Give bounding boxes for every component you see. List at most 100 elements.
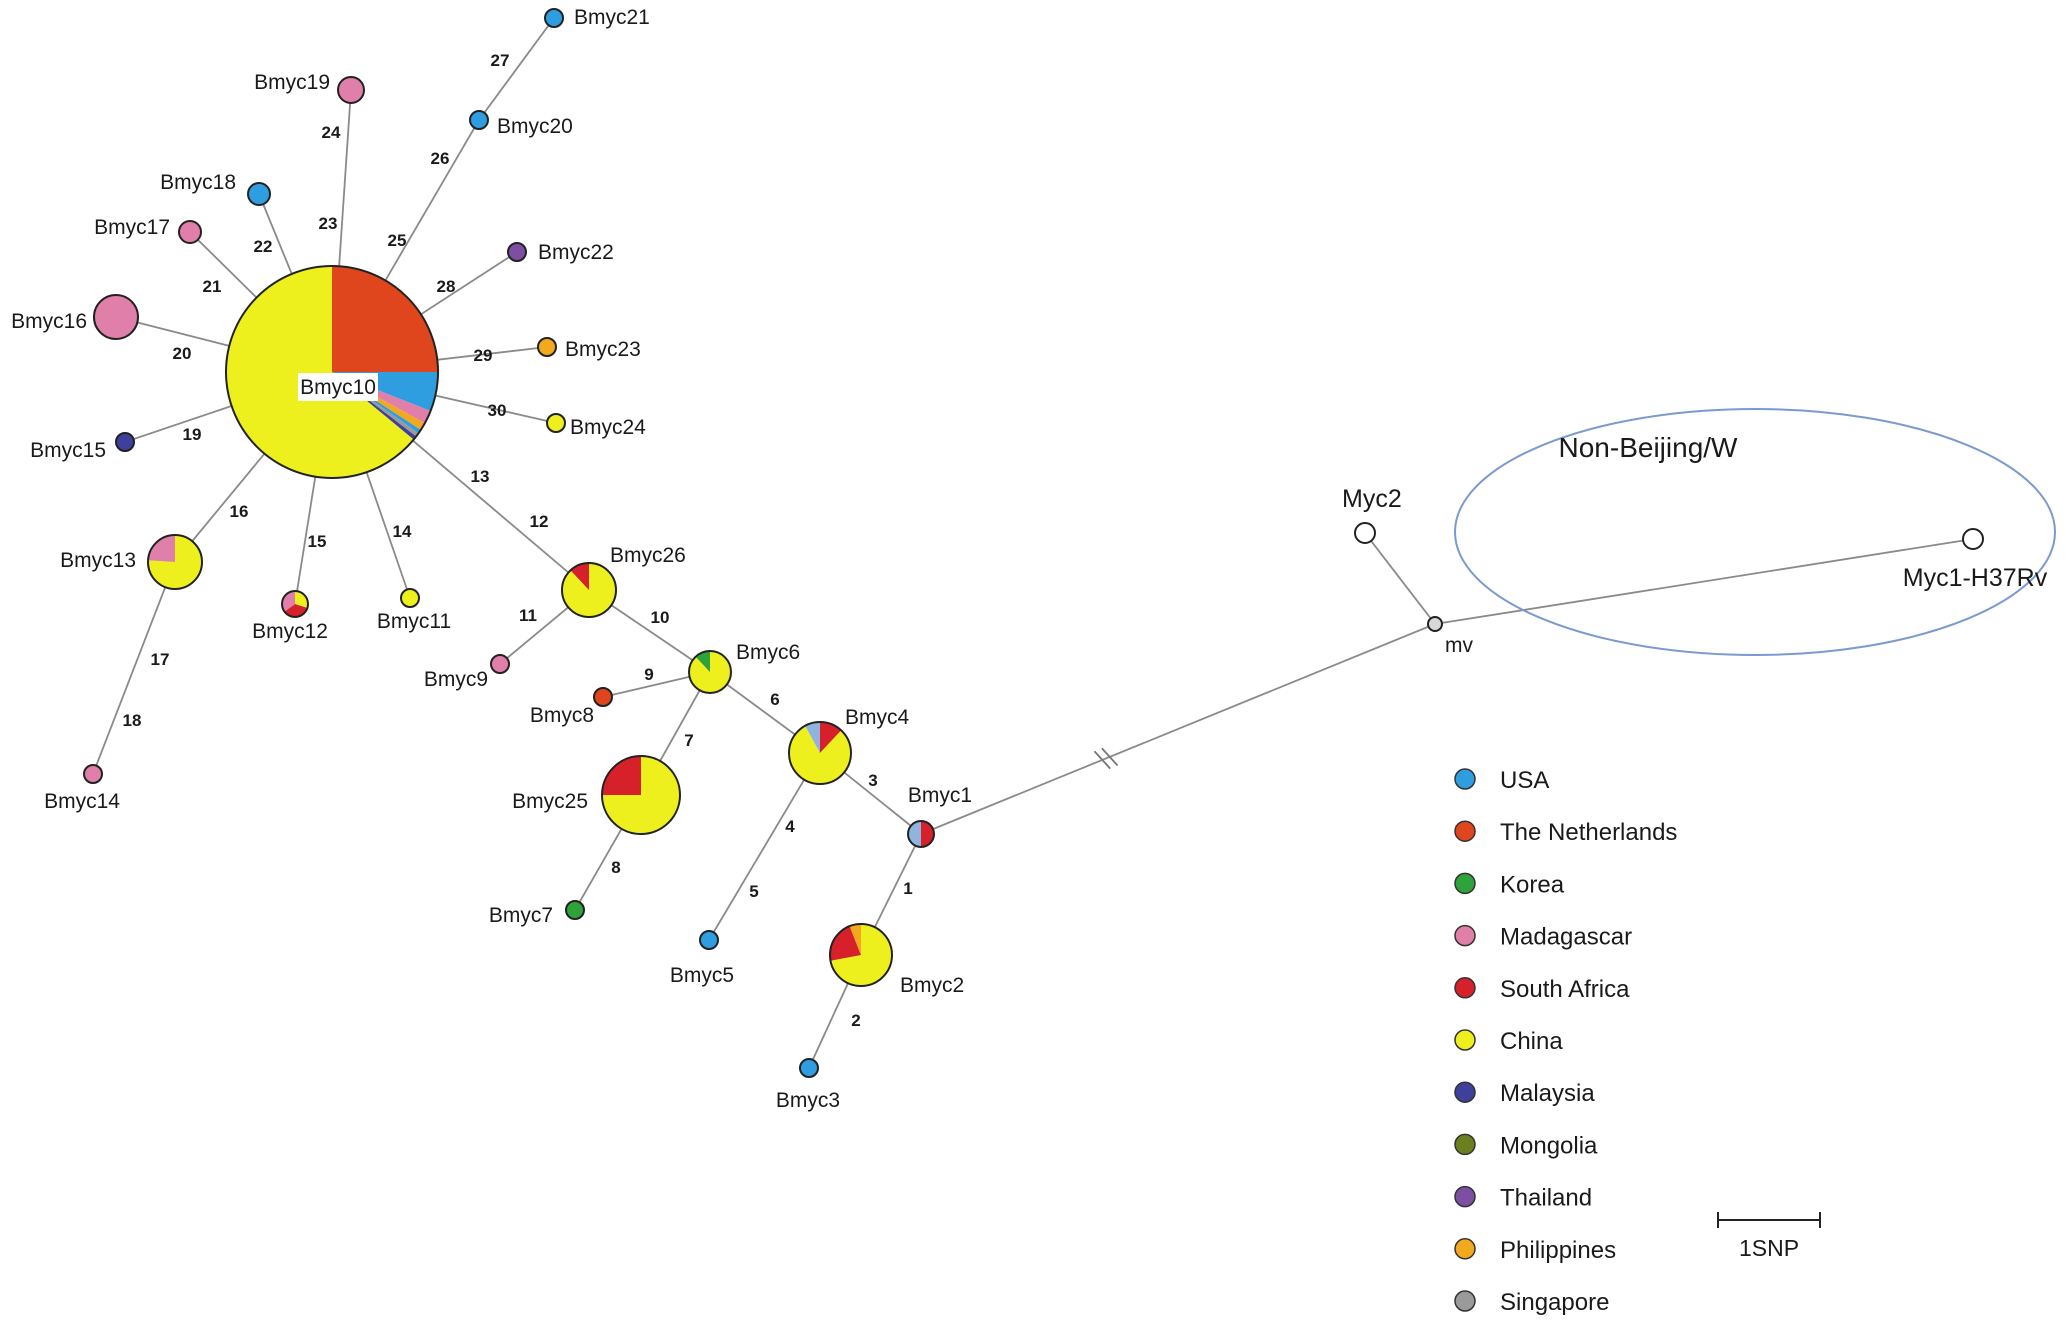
pie-slice — [538, 338, 556, 356]
node-bmyc9 — [490, 654, 510, 674]
legend-item: Thailand — [1454, 1185, 1592, 1212]
node-bmyc22 — [507, 242, 527, 262]
node-bmyc10 — [225, 265, 439, 479]
pie-slice — [401, 589, 419, 607]
legend-swatch — [1454, 1029, 1476, 1051]
node-label-bmyc24: Bmyc24 — [570, 416, 646, 439]
node-outline — [469, 110, 489, 130]
node-bmyc24 — [546, 413, 566, 433]
edge-label: 5 — [749, 882, 758, 901]
node-label-myc1: Myc1-H37Rv — [1903, 564, 2048, 592]
pie-slice — [566, 901, 584, 919]
node-outline — [565, 900, 585, 920]
legend-label: Singapore — [1500, 1289, 1609, 1316]
node-label-bmyc4: Bmyc4 — [845, 706, 910, 729]
node-outline — [507, 242, 527, 262]
legend-item: USA — [1454, 767, 1549, 794]
node-label-bmyc10: Bmyc10 — [300, 376, 376, 399]
node-bmyc20 — [469, 110, 489, 130]
pie-slice — [849, 923, 861, 955]
node-label-mv: mv — [1445, 634, 1473, 657]
edge-label: 3 — [868, 771, 877, 790]
edge-label: 19 — [183, 425, 202, 444]
node-bmyc6 — [688, 650, 732, 694]
pie-slice — [594, 688, 612, 706]
legend-item: South Africa — [1454, 976, 1630, 1003]
pie-slice — [248, 183, 270, 205]
node-label-bmyc7: Bmyc7 — [489, 904, 553, 927]
edge-mv-myc2 — [1364, 532, 1436, 625]
pie-slice — [94, 295, 138, 339]
node-label-bmyc15: Bmyc15 — [30, 439, 106, 462]
edge-break-mark — [1101, 747, 1119, 767]
node-label-bmyc18: Bmyc18 — [160, 171, 236, 194]
legend-swatch — [1454, 924, 1476, 947]
edge-label: 4 — [785, 817, 795, 836]
node-label-bmyc3: Bmyc3 — [776, 1089, 840, 1112]
legend-swatch — [1454, 1290, 1476, 1312]
legend-swatch — [1454, 820, 1476, 842]
node-label-bmyc22: Bmyc22 — [538, 241, 614, 264]
legend-item: Malaysia — [1454, 1080, 1595, 1107]
node-bmyc16 — [93, 294, 139, 340]
edge-label: 1 — [903, 879, 912, 898]
edge-labels-layer: 1234567891011121314151617181920212223242… — [123, 51, 913, 1030]
edge-label: 14 — [393, 522, 412, 541]
legend-item: Madagascar — [1454, 924, 1632, 951]
node-outline — [490, 654, 510, 674]
legend-swatch — [1454, 872, 1476, 895]
legend: USA The Netherlands Korea Madagascar South A… — [1454, 767, 1677, 1316]
legend-swatch — [1454, 977, 1476, 999]
pie-slice — [547, 414, 565, 432]
node-bmyc14 — [83, 764, 103, 784]
node-outline — [83, 764, 103, 784]
node-label-bmyc8: Bmyc8 — [530, 704, 594, 727]
pie-slice — [332, 266, 438, 372]
node-outline — [337, 76, 365, 104]
node-label-bmyc25: Bmyc25 — [512, 790, 588, 813]
node-outline — [93, 294, 139, 340]
legend-label: China — [1500, 1028, 1563, 1055]
edge-bmyc13-bmyc14 — [92, 561, 176, 775]
pie-slice — [284, 604, 308, 617]
node-outline — [601, 755, 681, 835]
node-outline — [829, 923, 893, 987]
node-myc2 — [1354, 522, 1376, 544]
node-outline — [281, 590, 309, 618]
node-label-bmyc16: Bmyc16 — [11, 310, 87, 333]
node-label-bmyc23: Bmyc23 — [565, 338, 641, 361]
edge-label: 12 — [530, 512, 549, 531]
legend-label: Mongolia — [1500, 1132, 1598, 1159]
node-label-bmyc13: Bmyc13 — [60, 549, 136, 572]
node-bmyc25 — [601, 755, 681, 835]
pie-slice — [295, 591, 309, 609]
node-outline — [1427, 616, 1443, 632]
node-outline — [178, 220, 202, 244]
node-outline — [593, 687, 613, 707]
edge-label: 26 — [431, 149, 450, 168]
node-outline — [544, 8, 564, 28]
node-labels-layer: Bmyc10 Bmyc1 Bmyc2 Bmyc3 Bmyc4 Bmyc5 Bmyc6 Bmyc… — [11, 6, 2048, 1112]
pie-slice — [570, 563, 589, 590]
edge-label: 28 — [437, 277, 456, 296]
node-outline — [225, 265, 439, 479]
node-outline — [799, 1058, 819, 1078]
node-outline — [546, 413, 566, 433]
legend-swatch — [1454, 1185, 1476, 1208]
pie-slice — [805, 722, 820, 753]
node-bmyc3 — [799, 1058, 819, 1078]
edge-label: 29 — [474, 346, 493, 365]
legend-item: Philippines — [1454, 1237, 1616, 1264]
node-outline — [400, 588, 420, 608]
legend-label: Malaysia — [1500, 1080, 1595, 1107]
edge-label: 24 — [322, 123, 341, 142]
node-label-myc2: Myc2 — [1342, 485, 1402, 513]
edge-label: 25 — [388, 231, 407, 250]
node-label-bmyc2: Bmyc2 — [900, 974, 964, 997]
scale-bar: 1SNP — [1717, 1212, 1821, 1261]
node-bmyc5 — [699, 930, 719, 950]
node-label-bmyc9: Bmyc9 — [424, 668, 488, 691]
pie-slice — [470, 111, 488, 129]
